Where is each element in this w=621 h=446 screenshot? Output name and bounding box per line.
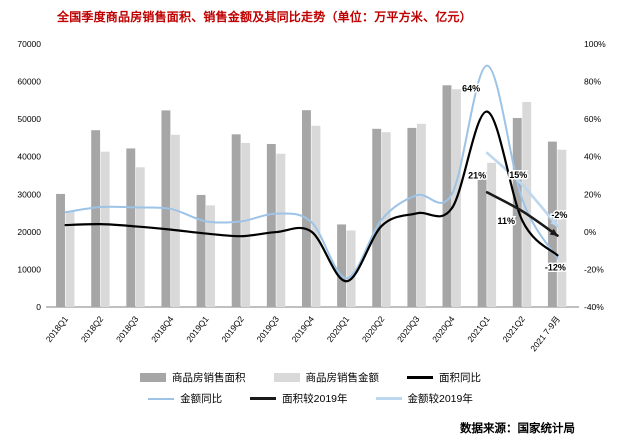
left-axis-tick: 20000 [17, 227, 41, 237]
left-axis-tick: 0 [36, 302, 41, 312]
legend-label: 金额同比 [180, 393, 223, 405]
right-axis-tick: 80% [584, 77, 601, 87]
legend-line-swatch [375, 397, 402, 400]
left-axis-tick: 70000 [17, 39, 41, 49]
right-axis-tick: 0% [584, 227, 597, 237]
bar [522, 102, 532, 307]
bar [311, 125, 321, 307]
bar [196, 194, 206, 307]
annotation-label: -12% [545, 262, 566, 272]
x-axis-label: 2020Q4 [430, 314, 457, 344]
chart-legend: 商品房销售面积 商品房销售金额 面积同比金额同比 面积较2019年 金额较2019年 [0, 370, 621, 406]
right-axis-tick: 60% [584, 114, 601, 124]
x-axis-label: 2021Q1 [465, 314, 492, 344]
bar [372, 128, 382, 307]
x-axis-label: 2019Q1 [184, 314, 211, 344]
x-axis-label: 2021Q2 [500, 314, 527, 344]
legend-item-area-yoy: 面积同比 [407, 370, 481, 385]
annotation-label: 64% [462, 84, 480, 94]
annotation-label: 11% [498, 216, 516, 226]
bar [381, 132, 391, 307]
x-axis-label: 2018Q3 [114, 314, 141, 344]
left-axis-tick: 10000 [17, 264, 41, 274]
line-amount-yoy [64, 64, 559, 280]
x-axis-label: 2020Q2 [360, 314, 387, 344]
chart-title: 全国季度商品房销售面积、销售金额及其同比走势（单位：万平方米、亿元） [57, 10, 472, 24]
left-axis-tick: 50000 [17, 114, 41, 124]
bar [487, 162, 497, 307]
line-area-vs-2019 [485, 191, 559, 237]
data-source: 数据来源：国家统计局 [460, 423, 575, 435]
bar [346, 230, 356, 307]
legend-label: 商品房销售金额 [305, 372, 380, 384]
x-axis-label: 2018Q4 [149, 314, 176, 344]
bar [91, 130, 101, 307]
right-axis-tick: 100% [584, 39, 606, 49]
legend-line-swatch [148, 397, 175, 400]
x-axis-label: 2021 7-9月 [528, 314, 562, 353]
bar [266, 143, 276, 307]
bar-series-sales-area [56, 85, 557, 308]
legend-row-1: 商品房销售面积 商品房销售金额 面积同比 [140, 370, 481, 385]
legend-item-area-vs-2019: 面积较2019年 [250, 391, 348, 406]
legend-label: 面积同比 [439, 372, 481, 384]
legend-line-swatch [407, 376, 433, 379]
legend-item-sales-amount: 商品房销售金额 [273, 370, 380, 385]
bar [407, 127, 417, 307]
left-axis-tick: 30000 [17, 189, 41, 199]
x-axis-label: 2020Q3 [395, 314, 422, 344]
legend-label: 金额较2019年 [407, 393, 473, 405]
left-axis-tick: 60000 [17, 77, 41, 87]
bars-group [56, 85, 567, 308]
bar [442, 85, 452, 308]
bar [416, 123, 426, 307]
bar [302, 110, 311, 307]
bar-series-sales-amount [65, 89, 567, 307]
legend-row-2: 金额同比 面积较2019年 金额较2019年 [148, 391, 473, 406]
x-axis-label: 2020Q1 [325, 314, 352, 344]
bar [241, 142, 251, 307]
annotation-label: 15% [509, 170, 527, 180]
annotation-label: 21% [468, 170, 486, 180]
legend-bar-swatch [273, 373, 300, 382]
bar [65, 210, 75, 307]
x-axis-label: 2019Q4 [290, 314, 317, 344]
line-amount-vs-2019 [485, 151, 559, 228]
legend-item-sales-area: 商品房销售面积 [140, 370, 246, 385]
right-axis-tick: -40% [584, 302, 604, 312]
left-axis-tick: 40000 [17, 152, 41, 162]
annotation-label: -2% [551, 210, 567, 220]
combo-chart: 0 10000 20000 30000 40000 50000 60000 70000 -40%… [17, 39, 606, 353]
legend-label: 商品房销售面积 [172, 372, 246, 384]
legend-bar-swatch [140, 373, 166, 382]
bar [477, 171, 487, 307]
x-axis-label: 2019Q2 [219, 314, 246, 344]
right-axis-tick: -20% [584, 264, 604, 274]
bar [231, 134, 241, 307]
bar [557, 149, 567, 307]
bar [56, 193, 65, 307]
legend-line-swatch [250, 397, 277, 400]
x-axis-label: 2019Q3 [254, 314, 281, 344]
bar [135, 167, 145, 307]
x-axis-label: 2018Q2 [79, 314, 106, 344]
legend-label: 面积较2019年 [282, 393, 348, 405]
bar [337, 224, 347, 307]
right-axis-tick: 20% [584, 189, 601, 199]
line-area-yoy [64, 110, 559, 283]
bar [206, 205, 215, 307]
legend-item-amount-yoy: 金额同比 [148, 391, 222, 406]
bar [170, 134, 180, 307]
bar [100, 151, 110, 307]
bar [512, 117, 522, 308]
legend-item-amount-vs-2019: 金额较2019年 [375, 391, 473, 406]
bar [126, 148, 136, 307]
x-axis-label: 2018Q1 [44, 314, 71, 344]
right-axis-tick: 40% [584, 152, 601, 162]
